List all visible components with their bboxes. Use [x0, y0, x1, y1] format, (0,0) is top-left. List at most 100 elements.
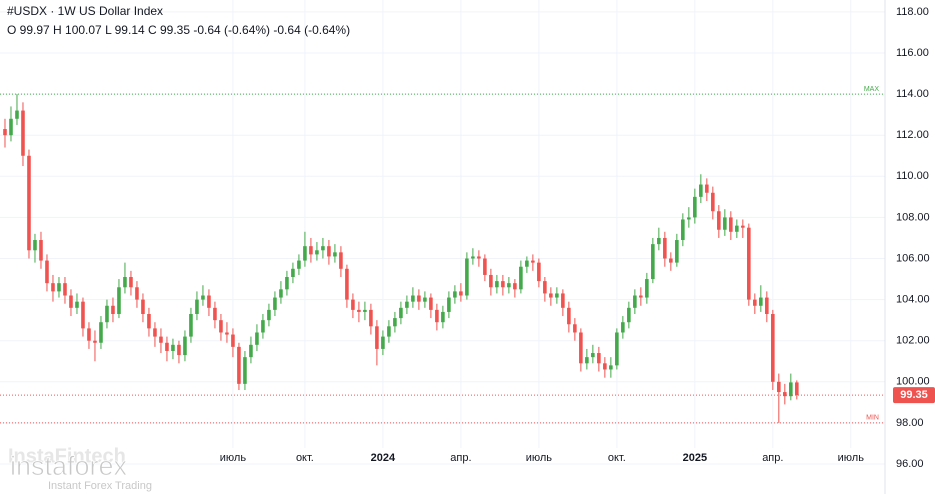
candle-body — [483, 258, 487, 275]
candle-body — [639, 295, 643, 298]
x-tick-label: июль — [220, 452, 247, 464]
candle-body — [633, 295, 637, 308]
candle-body — [441, 311, 445, 323]
candle-body — [693, 196, 697, 218]
candle-body — [189, 313, 193, 337]
candle-body — [33, 240, 37, 251]
price-label: 99.35 — [900, 389, 928, 401]
candle-body — [291, 268, 295, 278]
candle-body — [591, 353, 595, 358]
candle-body — [465, 258, 469, 296]
candle-body — [387, 326, 391, 337]
candle-body — [705, 184, 709, 193]
level-label: MIN — [866, 415, 879, 422]
candle-body — [279, 289, 283, 298]
candle-body — [87, 328, 91, 341]
candle-body — [105, 305, 109, 323]
chart-title: #USDX · 1W US Dollar Index — [7, 4, 163, 18]
y-tick-label: 108.00 — [896, 211, 930, 223]
candle-body — [243, 357, 247, 384]
candle-body — [321, 246, 325, 251]
y-tick-label: 112.00 — [896, 129, 929, 141]
candle-body — [501, 281, 505, 288]
candle-body — [453, 291, 457, 298]
watermark-faint: InstaFintech — [8, 445, 126, 467]
price-label-box — [893, 387, 935, 404]
candle-body — [111, 305, 115, 314]
candle-body — [711, 192, 715, 212]
candle-body — [609, 365, 613, 370]
candle-body — [183, 336, 187, 356]
candle-body — [171, 344, 175, 351]
candle-body — [771, 313, 775, 382]
candle-body — [165, 342, 169, 351]
candle-body — [729, 217, 733, 232]
candle-body — [399, 307, 403, 319]
candle-body — [717, 211, 721, 230]
candle-body — [513, 283, 517, 290]
candle-body — [429, 297, 433, 310]
candle-body — [759, 297, 763, 306]
watermark: InstaFintech instaforex Instant Forex Tr… — [8, 445, 152, 492]
candle-body — [681, 219, 685, 241]
candle-body — [249, 344, 253, 358]
candle-body — [51, 283, 55, 292]
x-tick-label: 2025 — [683, 452, 707, 464]
ohlc-legend: O 99.97 H 100.07 L 99.14 C 99.35 -0.64 (… — [7, 23, 350, 37]
candle-body — [723, 217, 727, 230]
candle-body — [195, 299, 199, 314]
candle-body — [489, 274, 493, 288]
level-label: MAX — [864, 86, 880, 93]
x-tick-label: 2024 — [371, 452, 396, 464]
y-tick-label: 118.00 — [896, 6, 929, 18]
candle-body — [255, 332, 259, 345]
candle-body — [303, 246, 307, 261]
candle-body — [687, 217, 691, 220]
y-tick-label: 110.00 — [896, 170, 929, 182]
candle-body — [543, 281, 547, 294]
candle-body — [747, 227, 751, 300]
candle-body — [537, 262, 541, 282]
candle-body — [573, 324, 577, 333]
candle-body — [285, 277, 289, 290]
watermark-tagline: Instant Forex Trading — [48, 480, 152, 492]
candle-body — [201, 295, 205, 300]
x-tick-label: июль — [526, 452, 553, 464]
candle-body — [315, 250, 319, 255]
candle-body — [345, 268, 349, 300]
candle-body — [525, 260, 529, 267]
x-tick-label: июль — [838, 452, 865, 464]
candle-body — [339, 252, 343, 269]
candle-body — [675, 240, 679, 263]
candle-body — [381, 336, 385, 349]
candle-body — [225, 332, 229, 335]
candle-body — [45, 260, 49, 284]
candle-body — [357, 309, 361, 312]
y-tick-label: 98.00 — [896, 417, 924, 429]
candle-body — [147, 313, 151, 329]
candle-body — [363, 309, 367, 312]
candle-body — [327, 246, 331, 257]
candle-body — [153, 328, 157, 337]
candle-body — [627, 307, 631, 323]
candle-body — [261, 320, 265, 333]
candle-body — [459, 291, 463, 296]
candle-body — [93, 340, 97, 343]
candle-body — [63, 283, 67, 296]
candle-body — [597, 353, 601, 364]
candle-body — [555, 293, 559, 298]
candle-body — [351, 299, 355, 310]
x-tick-label: апр. — [762, 452, 783, 464]
candle-body — [117, 287, 121, 314]
candle-body — [39, 240, 43, 261]
candle-body — [405, 301, 409, 308]
y-tick-label: 114.00 — [896, 88, 929, 100]
candle-body — [309, 246, 313, 255]
candle-body — [585, 357, 589, 364]
candle-body — [21, 110, 25, 156]
candle-body — [177, 344, 181, 356]
candle-body — [267, 309, 271, 321]
candle-body — [669, 258, 673, 263]
candle-body — [567, 307, 571, 325]
candle-body — [75, 301, 79, 308]
